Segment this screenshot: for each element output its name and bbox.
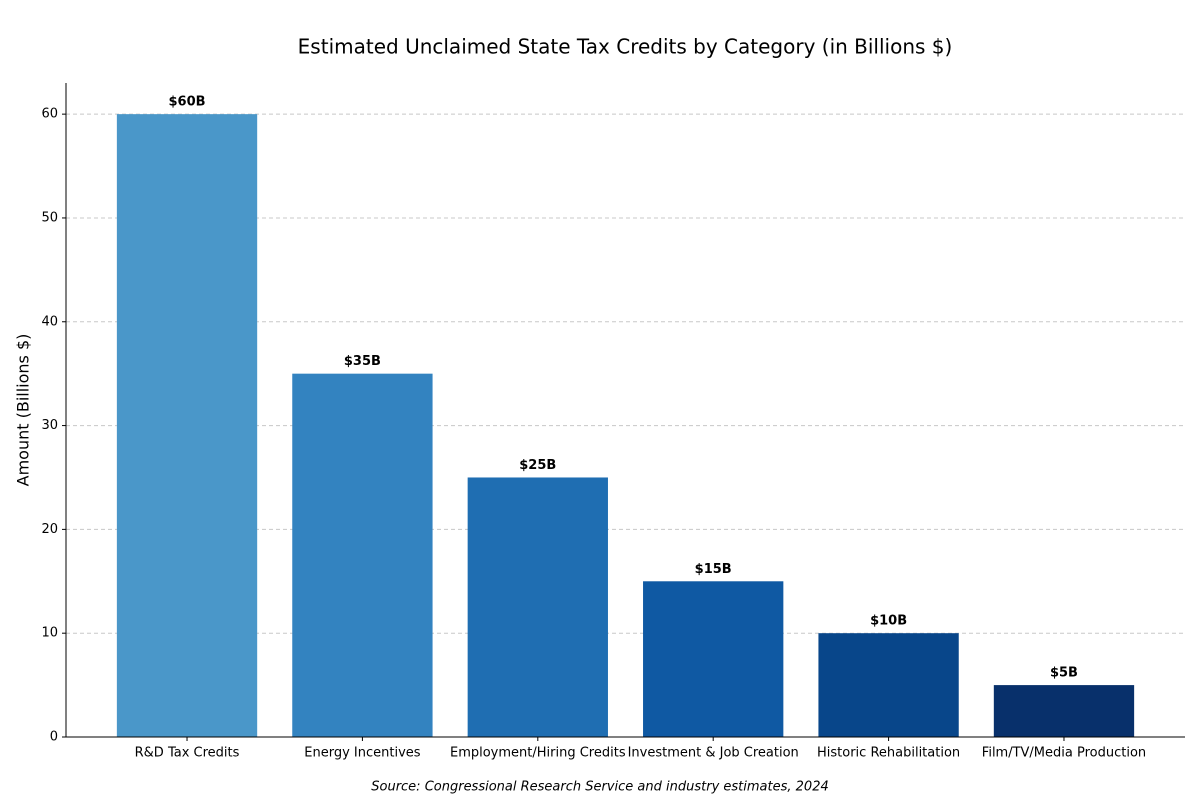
x-tick-label: Historic Rehabilitation: [817, 746, 960, 761]
y-tick-label: 20: [41, 522, 58, 537]
bar: [467, 477, 608, 737]
y-tick-label: 0: [50, 730, 58, 745]
value-label: $60B: [168, 95, 205, 110]
chart-title: Estimated Unclaimed State Tax Credits by…: [298, 35, 953, 59]
value-label: $10B: [870, 614, 907, 629]
bar: [993, 685, 1135, 737]
value-label: $25B: [519, 458, 556, 473]
value-label: $15B: [695, 562, 732, 577]
bar: [818, 633, 959, 737]
x-tick-label: Employment/Hiring Credits: [450, 746, 626, 761]
bar: [643, 581, 784, 737]
y-axis-label: Amount (Billions $): [14, 334, 33, 487]
bar: [292, 373, 433, 737]
bar: [116, 114, 258, 737]
x-tick-label: Film/TV/Media Production: [982, 746, 1146, 761]
value-label: $35B: [344, 354, 381, 369]
y-tick-label: 40: [41, 314, 58, 329]
source-note: Source: Congressional Research Service a…: [371, 780, 828, 795]
y-tick-label: 50: [41, 210, 58, 225]
y-tick-label: 30: [41, 418, 58, 433]
y-tick-label: 10: [41, 626, 58, 641]
x-tick-label: Investment & Job Creation: [628, 746, 799, 761]
x-tick-label: Energy Incentives: [304, 746, 421, 761]
x-tick-label: R&D Tax Credits: [135, 746, 240, 761]
y-tick-label: 60: [41, 107, 58, 122]
value-label: $5B: [1050, 666, 1078, 681]
